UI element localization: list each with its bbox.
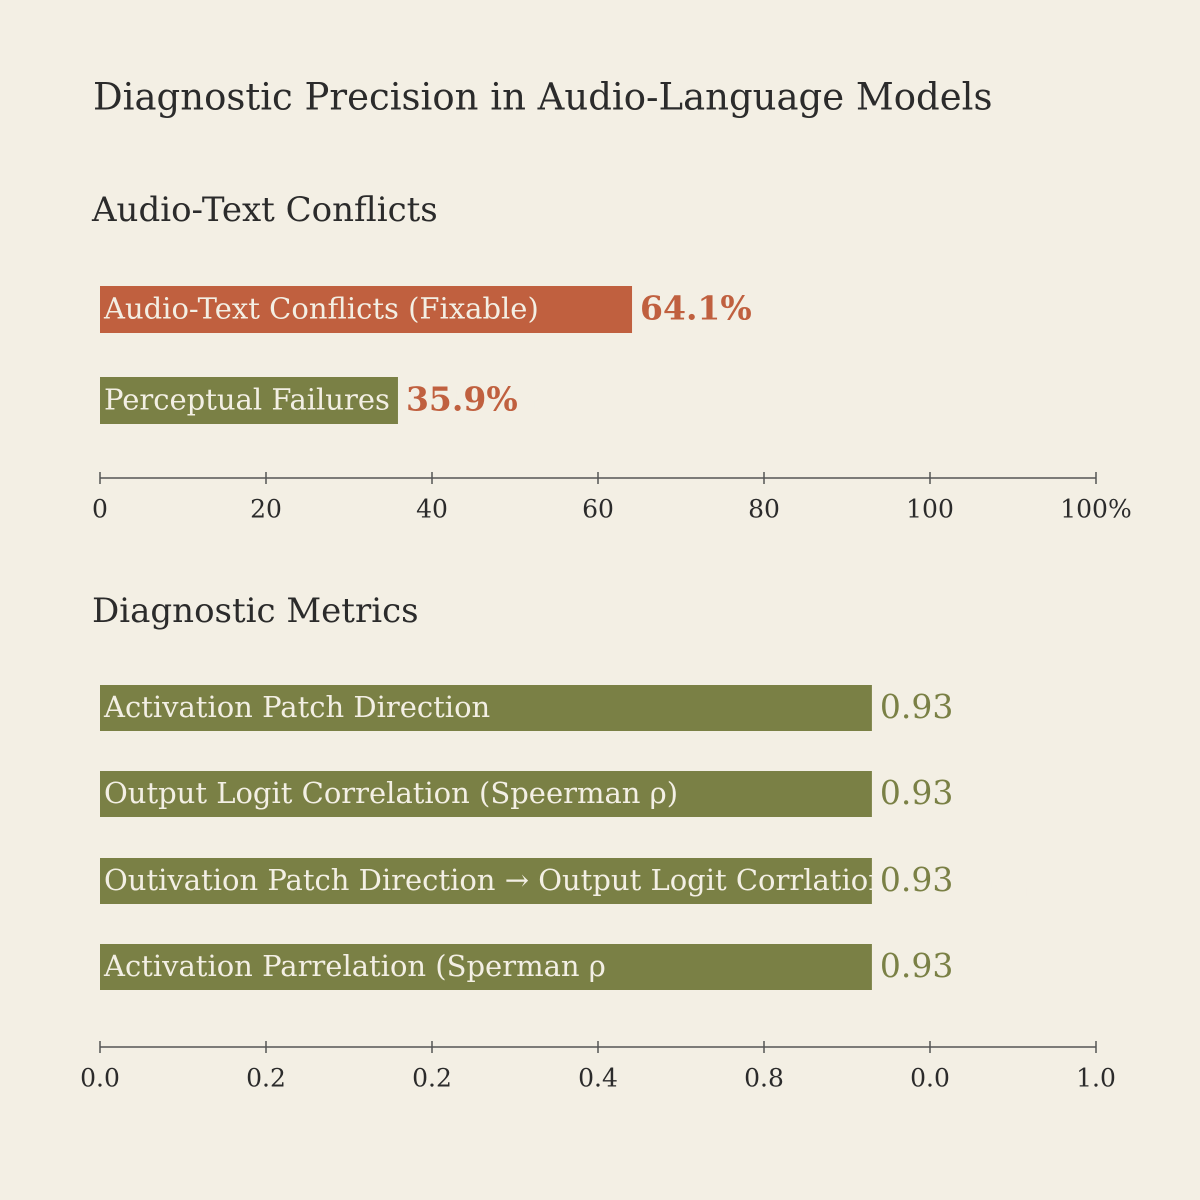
- bar: [100, 286, 633, 333]
- bar: [100, 771, 872, 817]
- x-tick-label: 60: [582, 495, 614, 524]
- bar-label: Outivation Patch Direction → Output Logi…: [104, 863, 1050, 897]
- x-tick-label: 20: [250, 495, 282, 524]
- chart-title: Audio-Text Conflicts: [91, 190, 438, 230]
- x-tick-label: 0.0: [910, 1064, 950, 1093]
- bar-label: Perceptual Failures (Not Fixable): [104, 383, 594, 417]
- bar-label: Output Logit Correlation (Speerman ρ): [104, 776, 678, 810]
- x-tick-label: 1.0: [1076, 1064, 1116, 1093]
- bar: [100, 858, 872, 904]
- bar-label: Activation Parrelation (Sperman ρ: [103, 949, 606, 983]
- bar-label: Activation Patch Direction: [103, 690, 490, 724]
- x-tick-label: 0.0: [80, 1064, 120, 1093]
- bar: [100, 944, 872, 990]
- x-tick-label: 0.8: [744, 1064, 784, 1093]
- bar-label: Audio-Text Conflicts (Fixable): [103, 292, 539, 326]
- x-tick-label: 0.2: [412, 1064, 452, 1093]
- value-label: 64.1%: [640, 289, 752, 328]
- x-tick-label: 100: [906, 495, 954, 524]
- page-title: Diagnostic Precision in Audio-Language M…: [93, 76, 992, 119]
- x-tick-label: 0.4: [578, 1064, 618, 1093]
- value-label: 0.93: [880, 946, 953, 985]
- value-label: 0.93: [880, 773, 953, 812]
- value-label: 0.93: [880, 860, 953, 899]
- x-tick-label: 100%: [1060, 495, 1131, 524]
- chart-title: Diagnostic Metrics: [92, 591, 419, 631]
- x-tick-label: 40: [416, 495, 448, 524]
- x-tick-label: 80: [748, 495, 780, 524]
- value-label: 0.93: [880, 687, 953, 726]
- x-tick-label: 0.2: [246, 1064, 286, 1093]
- x-tick-label: 0: [92, 495, 108, 524]
- value-label: 35.9%: [406, 380, 518, 419]
- bar: [100, 685, 872, 731]
- bar: [100, 377, 398, 424]
